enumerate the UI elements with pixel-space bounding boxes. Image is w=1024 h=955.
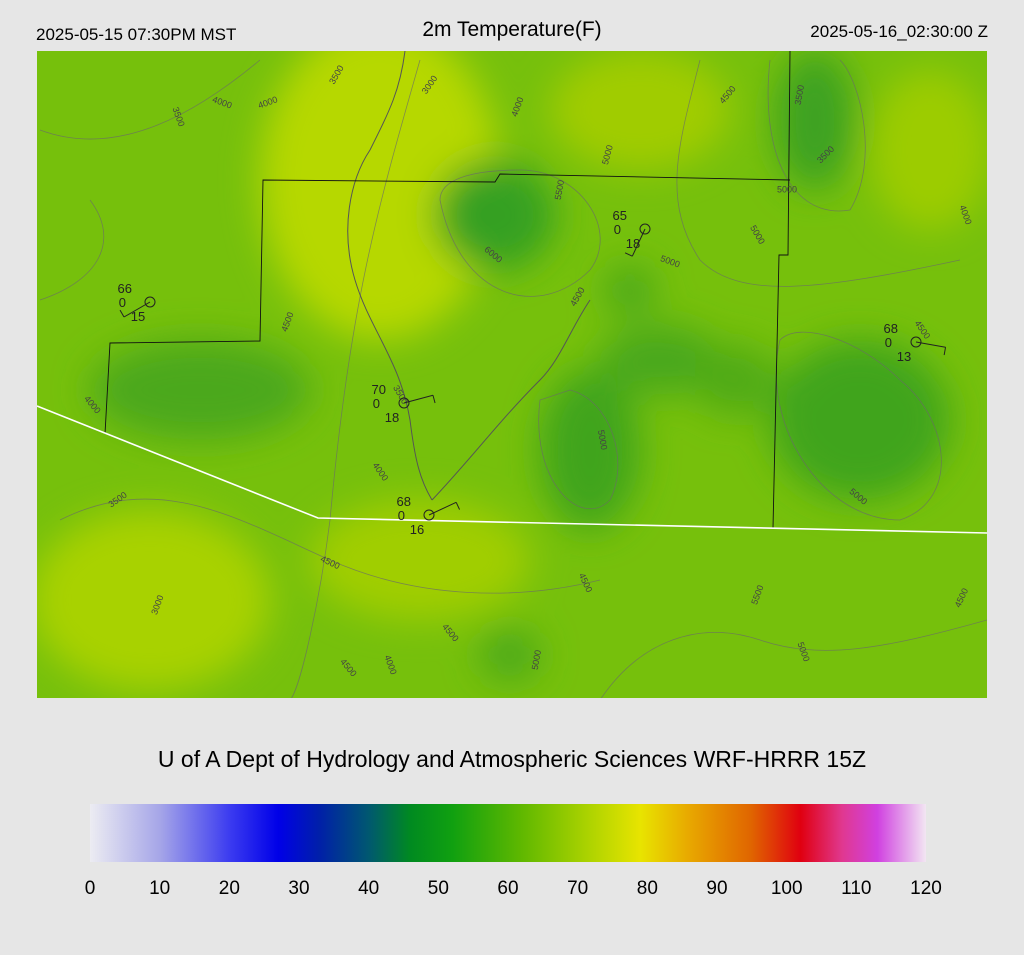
map-title: 2m Temperature(F) (422, 18, 601, 41)
colorbar-tick-label: 80 (637, 878, 658, 899)
station-circle (144, 296, 156, 308)
colorbar-tick-label: 70 (567, 878, 588, 899)
station-circle (639, 223, 651, 235)
wind-barb (403, 394, 434, 404)
wind-barb-flag (432, 395, 436, 404)
station-temperature: 68 (397, 494, 411, 509)
temperature-field (37, 51, 987, 690)
colorbar-tick-label: 0 (85, 878, 96, 899)
wind-barb-flag (455, 502, 461, 510)
state-border (37, 405, 987, 534)
wind-barb-flag (624, 252, 633, 257)
station-circle (423, 509, 435, 521)
wind-barb-flag (943, 347, 947, 356)
wind-barb (631, 228, 646, 257)
station-wind: 15 (131, 309, 145, 324)
station-temperature: 65 (613, 208, 627, 223)
contour-lines (39, 59, 987, 698)
station-wind: 16 (410, 522, 424, 537)
wind-barb (915, 341, 946, 348)
colorbar-tick-label: 10 (149, 878, 170, 899)
station-plot: 700 18 (372, 382, 436, 425)
colorbar-tick-label: 120 (910, 878, 942, 899)
station-temperature: 68 (884, 321, 898, 336)
wind-barb (123, 301, 151, 318)
station-plot: 680 16 (397, 494, 461, 537)
valid-time-utc: 2025-05-16_02:30:00 Z (810, 22, 988, 41)
station-dewpoint: 0 (373, 396, 380, 411)
contour-label: 5500 (553, 179, 566, 200)
station-dewpoint: 0 (398, 508, 405, 523)
colorbar-ramp (90, 804, 926, 862)
colorbar: 0 10 20 30 40 50 60 70 80 90 100 110 120 (85, 804, 942, 899)
station-temperature: 70 (372, 382, 386, 397)
station-dewpoint: 0 (119, 295, 126, 310)
station-plot: 680 13 (884, 321, 947, 364)
contour-label: 5000 (596, 429, 609, 450)
contour-label: 5000 (777, 184, 797, 194)
rivers (347, 51, 591, 501)
contour-label: 5000 (530, 649, 543, 670)
station-temperature: 66 (118, 281, 132, 296)
station-wind: 18 (385, 410, 399, 425)
footer-credit: U of A Dept of Hydrology and Atmospheric… (158, 746, 866, 772)
wind-barb-flag (119, 309, 125, 318)
wind-barb (428, 501, 457, 516)
colorbar-tick-label: 110 (841, 878, 871, 899)
contour-label: 3500 (793, 84, 806, 105)
station-dewpoint: 0 (885, 335, 892, 350)
station-circle (910, 336, 922, 348)
colorbar-tick-label: 50 (428, 878, 449, 899)
station-plot: 650 18 (613, 208, 651, 257)
colorbar-tick-label: 20 (219, 878, 240, 899)
colorbar-tick-label: 40 (358, 878, 379, 899)
station-wind: 18 (626, 236, 640, 251)
colorbar-tick-label: 30 (288, 878, 309, 899)
station-plot: 660 15 (118, 281, 156, 324)
colorbar-tick-label: 90 (706, 878, 727, 899)
colorbar-tick-label: 60 (497, 878, 518, 899)
county-boundaries (104, 51, 791, 529)
colorbar-tick-label: 100 (771, 878, 803, 899)
valid-time-local: 2025-05-15 07:30PM MST (36, 25, 236, 44)
station-dewpoint: 0 (614, 222, 621, 237)
station-wind: 13 (897, 349, 911, 364)
station-circle (398, 397, 410, 409)
